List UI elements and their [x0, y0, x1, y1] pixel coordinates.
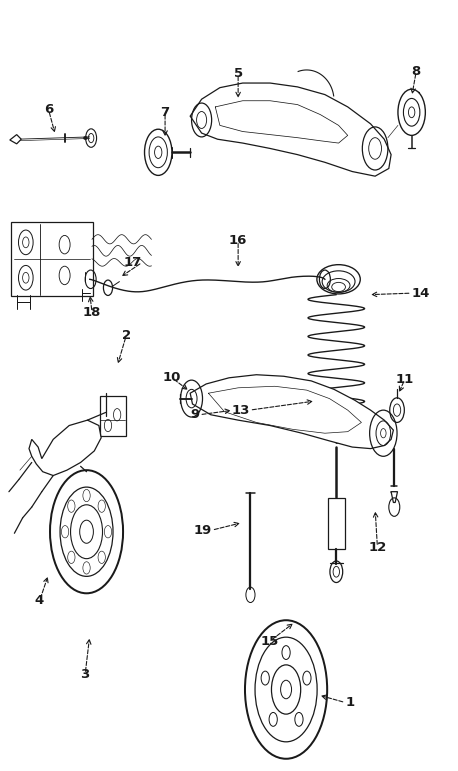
Text: 8: 8 [412, 65, 421, 78]
Text: 15: 15 [261, 635, 279, 648]
Text: 10: 10 [163, 372, 181, 384]
Text: 11: 11 [396, 373, 414, 386]
Text: 17: 17 [124, 256, 142, 269]
Text: 14: 14 [412, 287, 430, 300]
Text: 4: 4 [35, 594, 44, 608]
Text: 9: 9 [190, 409, 199, 421]
Polygon shape [190, 375, 393, 449]
Circle shape [398, 89, 425, 136]
Text: 1: 1 [345, 696, 354, 709]
FancyBboxPatch shape [100, 396, 126, 436]
FancyBboxPatch shape [11, 222, 93, 296]
Text: 13: 13 [231, 404, 250, 416]
Text: 12: 12 [368, 540, 387, 554]
Polygon shape [190, 83, 391, 176]
Text: 6: 6 [44, 103, 53, 116]
Polygon shape [10, 135, 21, 144]
Polygon shape [29, 420, 101, 476]
FancyBboxPatch shape [327, 498, 345, 550]
Text: 5: 5 [234, 67, 243, 80]
Text: 16: 16 [229, 234, 247, 247]
Text: 19: 19 [193, 524, 212, 537]
Text: 2: 2 [122, 329, 131, 342]
Text: 18: 18 [83, 306, 101, 319]
Text: 3: 3 [81, 668, 90, 681]
Text: 7: 7 [160, 106, 169, 119]
Polygon shape [391, 492, 398, 503]
